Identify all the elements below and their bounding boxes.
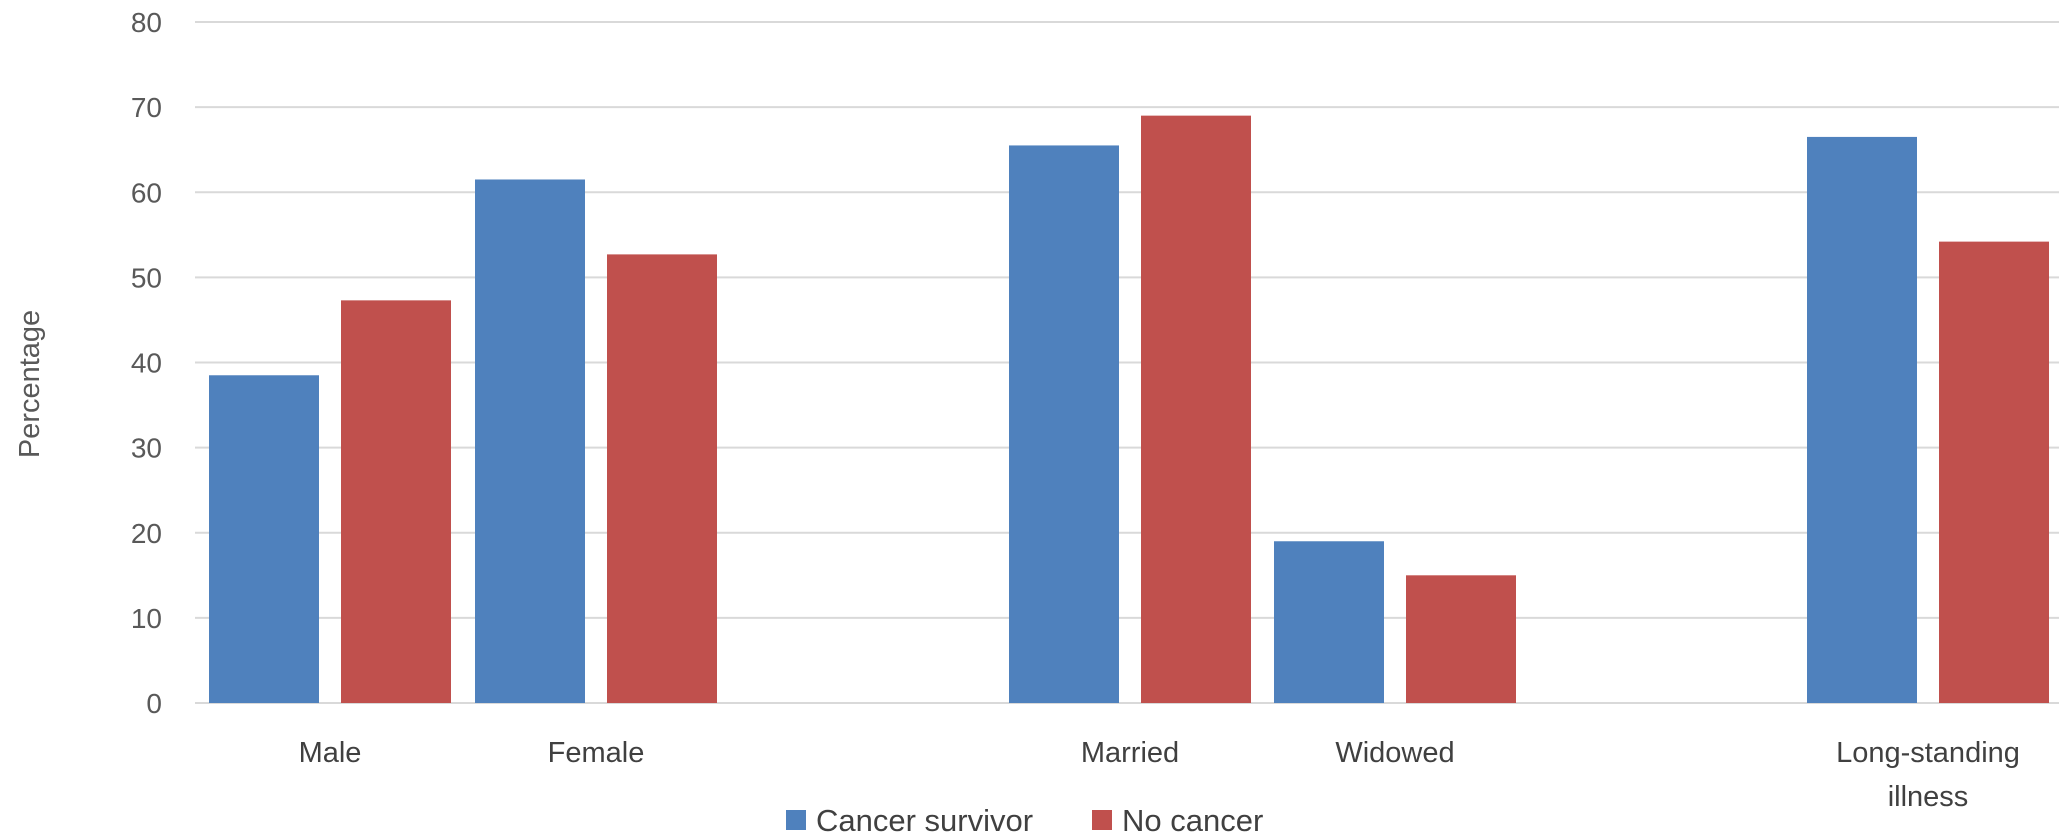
bar-widowed-no-cancer — [1406, 575, 1516, 703]
y-tick-label: 20 — [131, 518, 162, 549]
y-tick-label: 70 — [131, 92, 162, 123]
legend-swatch — [786, 810, 806, 830]
y-tick-label: 10 — [131, 603, 162, 634]
bar-married-no-cancer — [1141, 115, 1251, 703]
y-axis-title: Percentage — [14, 310, 46, 458]
y-tick-label: 60 — [131, 177, 162, 208]
x-category-label-line: Female — [548, 737, 645, 769]
x-category-label-line: Long-standing — [1836, 737, 2020, 769]
x-category-label: Long-standing illness — [1836, 737, 2020, 813]
x-category-label: Widowed — [1335, 737, 1454, 769]
legend: Cancer survivor No cancer — [786, 803, 1263, 835]
y-tick-label: 80 — [131, 7, 162, 38]
legend-swatch — [1092, 810, 1112, 830]
legend-label: Cancer survivor — [816, 803, 1033, 835]
x-axis-labels: Male Female Married Widowed Long-standing ill… — [299, 737, 2020, 813]
bars — [209, 115, 2049, 704]
x-category-label-line: Married — [1081, 737, 1179, 769]
x-category-label: Male — [299, 737, 362, 769]
bar-widowed-cancer-survivor — [1274, 541, 1384, 703]
legend-label: No cancer — [1122, 803, 1263, 835]
gridlines — [195, 21, 2059, 704]
y-tick-label: 30 — [131, 433, 162, 464]
y-tick-label: 0 — [146, 688, 162, 719]
y-tick-label: 50 — [131, 262, 162, 293]
bar-male-no-cancer — [341, 300, 451, 703]
x-category-label: Married — [1081, 737, 1179, 769]
x-category-label-line: Widowed — [1335, 737, 1454, 769]
y-tick-label: 40 — [131, 348, 162, 379]
bar-female-no-cancer — [607, 254, 717, 704]
bar-long-standing-illness-cancer-survivor — [1807, 136, 1917, 703]
y-axis-ticks: 0 10 20 30 40 50 60 70 80 — [131, 7, 162, 719]
bar-long-standing-illness-no-cancer — [1939, 241, 2049, 703]
x-category-label-line: Male — [299, 737, 362, 769]
x-category-label: Female — [548, 737, 645, 769]
bar-male-cancer-survivor — [209, 375, 319, 703]
bar-female-cancer-survivor — [475, 179, 585, 703]
x-category-label-line: illness — [1888, 781, 1969, 813]
bar-married-cancer-survivor — [1009, 145, 1119, 703]
